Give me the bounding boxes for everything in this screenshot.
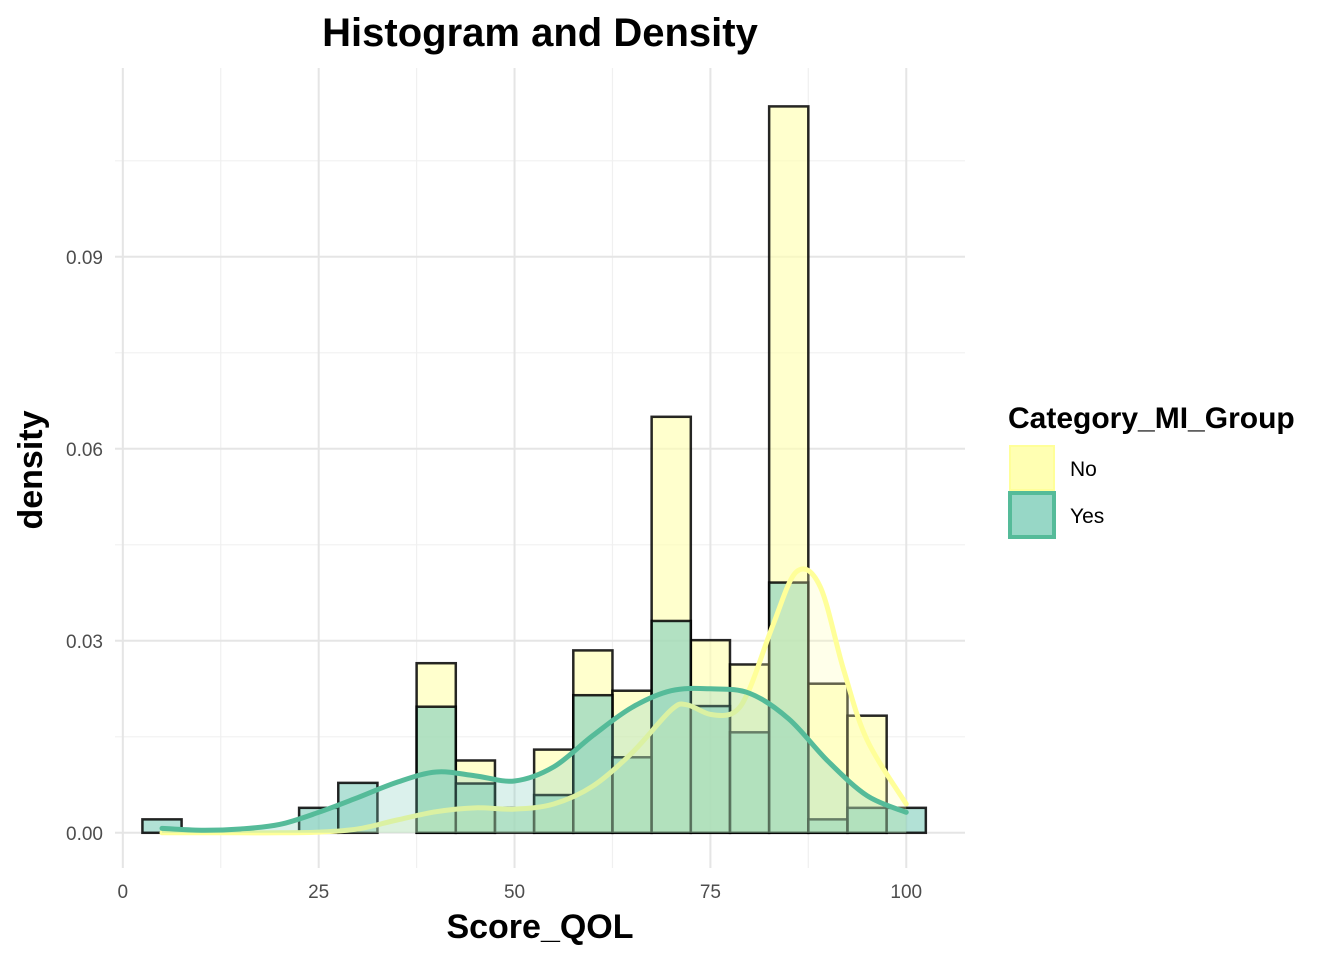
density-curves — [159, 566, 909, 836]
y-tick-label: 0.06 — [66, 440, 103, 461]
density-area-no — [162, 568, 907, 833]
legend-label-no: No — [1070, 458, 1097, 481]
chart-title: Histogram and Density — [322, 11, 758, 55]
y-axis-title: density — [12, 410, 50, 529]
x-tick-label: 75 — [700, 882, 721, 903]
density-area-yes — [162, 688, 907, 833]
histogram-bar-yes — [572, 693, 614, 835]
y-tick-label: 0.03 — [66, 632, 103, 653]
legend-label-yes: Yes — [1070, 505, 1104, 528]
legend: Category_MI_Group No Yes — [1008, 402, 1295, 539]
legend-key-no — [1009, 445, 1055, 491]
histogram-bar-yes — [728, 731, 771, 835]
histogram-bar-yes — [689, 704, 732, 835]
x-tick-label: 100 — [890, 882, 922, 903]
histogram-bar-yes — [846, 806, 888, 835]
density-line-no — [159, 566, 909, 836]
x-tick-label: 50 — [504, 882, 525, 903]
axis-tick-labels: 0 25 50 75 100 0.00 0.03 0.06 0.09 — [66, 248, 922, 903]
x-tick-label: 0 — [118, 882, 129, 903]
legend-title: Category_MI_Group — [1008, 402, 1295, 435]
x-tick-label: 25 — [308, 882, 329, 903]
y-tick-label: 0.09 — [66, 248, 103, 269]
legend-key-yes — [1008, 491, 1056, 539]
x-axis-title: Score_QOL — [446, 908, 633, 946]
y-tick-label: 0.00 — [66, 824, 103, 845]
density-line-yes — [159, 685, 909, 833]
